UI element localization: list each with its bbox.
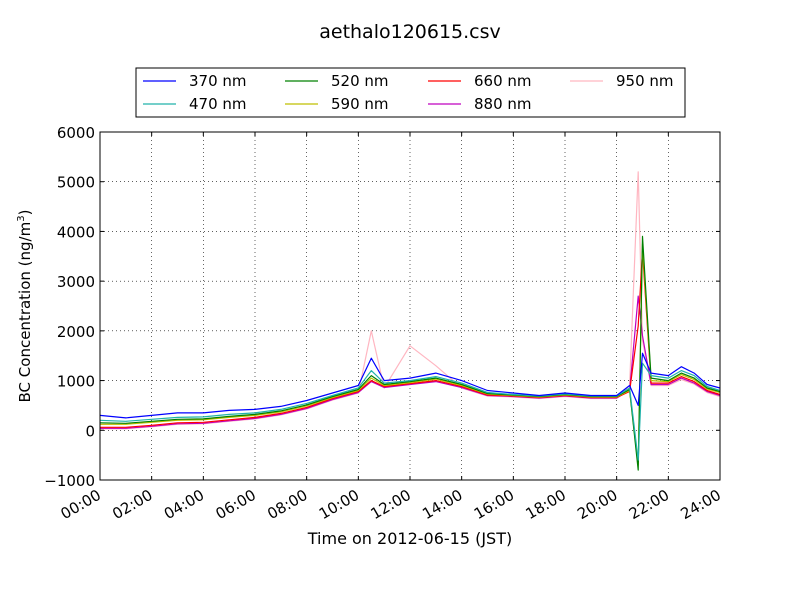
legend-label: 660 nm — [474, 72, 532, 90]
y-tick-label: 2000 — [57, 323, 95, 341]
legend-label: 520 nm — [331, 72, 389, 90]
legend-label: 950 nm — [616, 72, 674, 90]
legend-box — [135, 67, 686, 118]
series-layer — [99, 171, 721, 471]
legend-label: 470 nm — [189, 95, 247, 113]
series-line-370-nm — [99, 352, 721, 419]
y-tick-labels: −1000 0 1000 2000 3000 4000 5000 6000 — [44, 124, 95, 490]
series-line-660-nm — [100, 250, 721, 428]
chart-title: aethalo120615.csv — [319, 21, 501, 43]
y-axis-label: BC Concentration (ng/m3) — [16, 210, 34, 403]
series-line-880-nm — [100, 295, 721, 429]
y-tick-label: 1000 — [57, 373, 95, 391]
y-axis-label-sup: 3 — [16, 215, 27, 221]
y-axis-label-main: BC Concentration (ng/m — [16, 222, 34, 403]
y-tick-label: −1000 — [44, 472, 95, 490]
y-tick-label: 0 — [85, 422, 95, 440]
x-axis-label: Time on 2012-06-15 (JST) — [307, 529, 512, 548]
ticks — [99, 131, 721, 481]
y-tick-label: 6000 — [57, 124, 95, 142]
legend-label: 590 nm — [331, 95, 389, 113]
series-line-470-nm — [99, 362, 721, 461]
y-axis-label-end: ) — [16, 210, 34, 216]
y-tick-label: 3000 — [57, 273, 95, 291]
series-line-590-nm — [100, 243, 721, 466]
series-line-520-nm — [99, 235, 721, 471]
legend-label: 370 nm — [189, 72, 247, 90]
legend-label: 880 nm — [474, 95, 532, 113]
y-tick-label: 5000 — [57, 174, 95, 192]
grid — [100, 132, 720, 480]
y-tick-label: 4000 — [57, 223, 95, 241]
legend: 370 nm 470 nm 520 nm 590 nm 660 nm 880 nm 950 … — [135, 67, 686, 118]
